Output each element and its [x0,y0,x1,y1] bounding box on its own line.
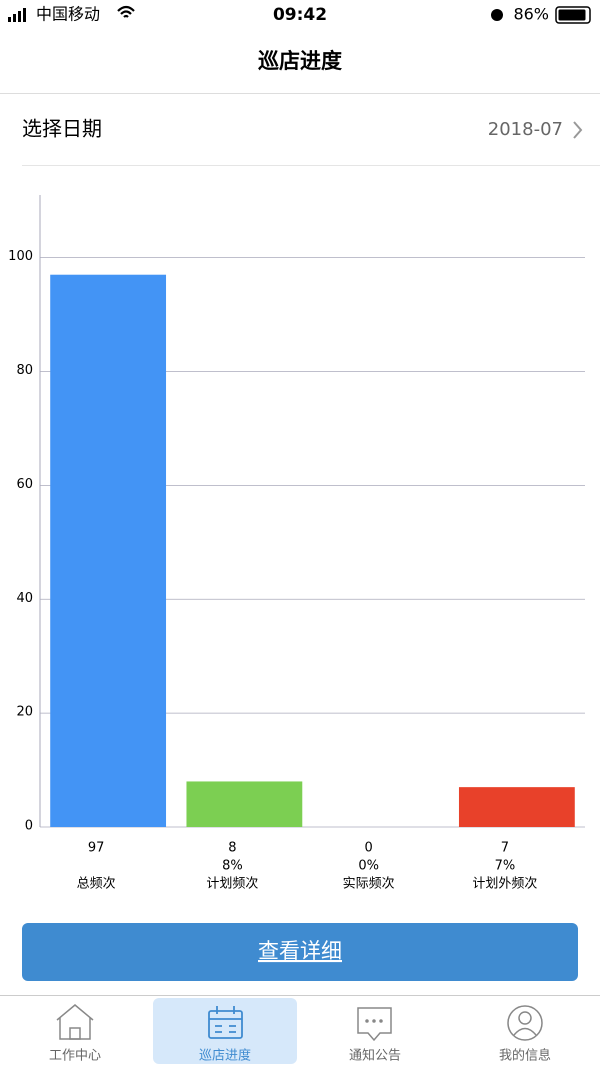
date-row[interactable]: 选择日期 2018-07 [0,94,600,165]
battery-icon [555,6,591,24]
carrier: 中国移动 [36,5,100,24]
button-label: 查看详细 [258,939,342,963]
y-tick-label: 100 [8,249,33,264]
tab-label: 工作中心 [49,1049,101,1064]
date-value: 2018-07 [488,119,563,140]
button-bg[interactable] [22,923,578,981]
tab-highlight [153,998,297,1064]
rate-label: 8% [222,859,243,874]
battery-text: 86% [513,5,549,24]
tab-label: 巡店进度 [199,1048,251,1064]
y-tick-label: 0 [25,819,33,834]
value-label: 8 [228,841,236,856]
value-label: 97 [88,841,105,856]
tab-label: 通知公告 [349,1048,401,1064]
y-tick-label: 20 [16,705,33,720]
x-tick-label: 计划频次 [206,876,258,892]
signal-icon [8,8,26,22]
clock: 09:42 [273,5,327,25]
value-label: 7 [501,841,509,856]
y-tick-label: 40 [16,591,33,606]
wifi-icon [117,5,135,18]
page-title: 巡店进度 [258,49,342,73]
bar [50,274,167,828]
x-tick-label: 计划外频次 [472,876,537,892]
detail-button[interactable]: 查看详细 [22,923,578,981]
chart: 0 20 40 60 80 100 97 总频次 8 8% 计划频次 0 0% 实际频次 7 7% 计划外频次 [8,195,585,892]
message-icon [357,1007,392,1042]
home-icon [56,1004,94,1040]
battery-level [558,9,586,21]
bar [186,781,303,827]
tab-bar: 工作中心 巡店进度 通知公告 我的信息 [49,998,551,1064]
value-label: 0 [364,841,372,856]
date-label: 选择日期 [22,117,102,141]
date-row-bg[interactable] [0,94,600,165]
rate-label: 0% [358,859,379,874]
y-tick-label: 80 [16,363,33,378]
calendar-icon [208,1006,243,1039]
rate-label: 7% [495,859,516,874]
user-icon [507,1005,543,1041]
chevron [573,121,583,139]
tab-label: 我的信息 [499,1048,551,1064]
x-tick-label: 实际频次 [343,876,395,892]
bar [458,787,575,827]
x-tick-label: 总频次 [77,876,116,892]
alarm-icon [491,9,503,21]
y-tick-label: 60 [16,477,33,492]
